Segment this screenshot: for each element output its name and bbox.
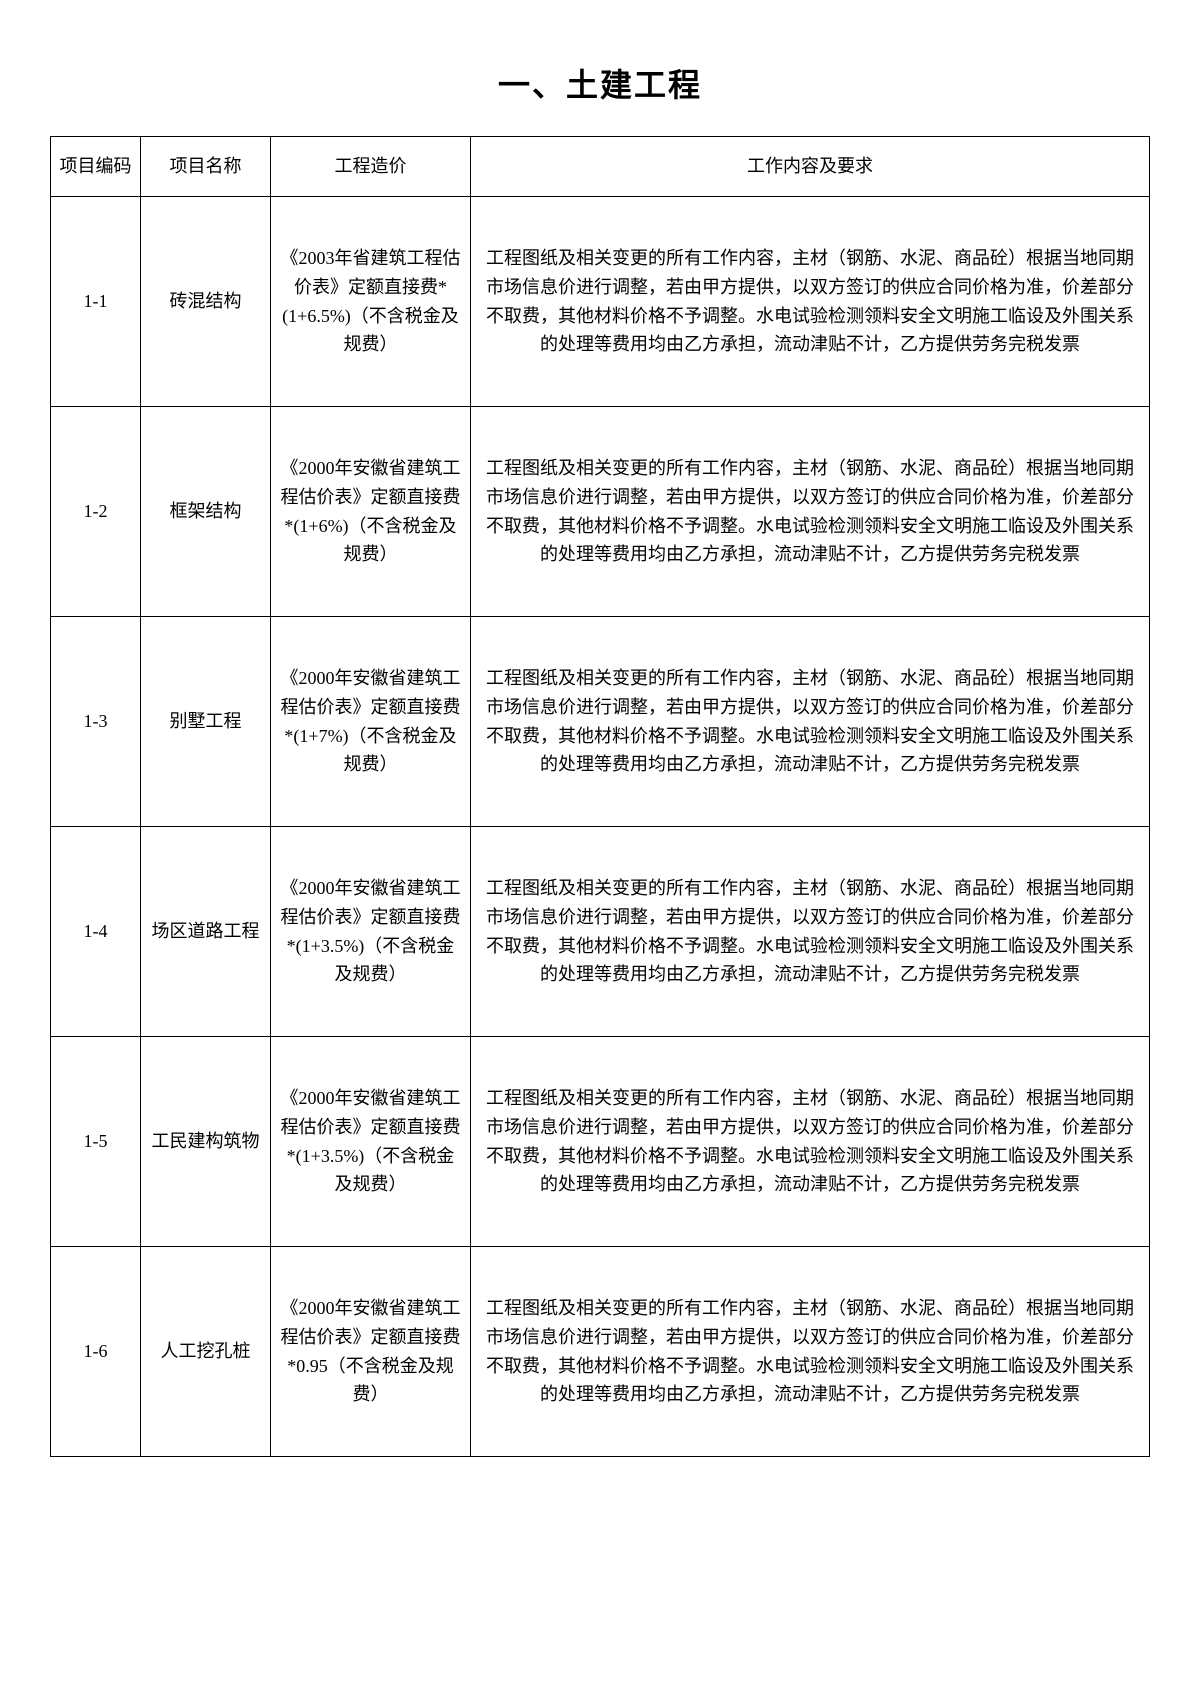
cell-desc: 工程图纸及相关变更的所有工作内容，主材（钢筋、水泥、商品砼）根据当地同期市场信息… (471, 197, 1150, 407)
cell-desc: 工程图纸及相关变更的所有工作内容，主材（钢筋、水泥、商品砼）根据当地同期市场信息… (471, 827, 1150, 1037)
cell-desc: 工程图纸及相关变更的所有工作内容，主材（钢筋、水泥、商品砼）根据当地同期市场信息… (471, 407, 1150, 617)
col-header-desc: 工作内容及要求 (471, 137, 1150, 197)
cell-desc: 工程图纸及相关变更的所有工作内容，主材（钢筋、水泥、商品砼）根据当地同期市场信息… (471, 617, 1150, 827)
cell-desc: 工程图纸及相关变更的所有工作内容，主材（钢筋、水泥、商品砼）根据当地同期市场信息… (471, 1037, 1150, 1247)
col-header-name: 项目名称 (141, 137, 271, 197)
table-row: 1-2 框架结构 《2000年安徽省建筑工程估价表》定额直接费*(1+6%)（不… (51, 407, 1150, 617)
cell-code: 1-5 (51, 1037, 141, 1247)
cell-code: 1-1 (51, 197, 141, 407)
cell-name: 框架结构 (141, 407, 271, 617)
cell-name: 工民建构筑物 (141, 1037, 271, 1247)
table-row: 1-3 别墅工程 《2000年安徽省建筑工程估价表》定额直接费*(1+7%)（不… (51, 617, 1150, 827)
table-row: 1-6 人工挖孔桩 《2000年安徽省建筑工程估价表》定额直接费*0.95（不含… (51, 1247, 1150, 1457)
cell-cost: 《2000年安徽省建筑工程估价表》定额直接费*(1+3.5%)（不含税金及规费） (271, 1037, 471, 1247)
cell-cost: 《2000年安徽省建筑工程估价表》定额直接费*(1+3.5%)（不含税金及规费） (271, 827, 471, 1037)
col-header-cost: 工程造价 (271, 137, 471, 197)
table-header-row: 项目编码 项目名称 工程造价 工作内容及要求 (51, 137, 1150, 197)
table-row: 1-5 工民建构筑物 《2000年安徽省建筑工程估价表》定额直接费*(1+3.5… (51, 1037, 1150, 1247)
cell-cost: 《2000年安徽省建筑工程估价表》定额直接费*(1+7%)（不含税金及规费） (271, 617, 471, 827)
cell-cost: 《2000年安徽省建筑工程估价表》定额直接费*0.95（不含税金及规费） (271, 1247, 471, 1457)
cell-name: 场区道路工程 (141, 827, 271, 1037)
cell-code: 1-4 (51, 827, 141, 1037)
cell-cost: 《2003年省建筑工程估价表》定额直接费*(1+6.5%)（不含税金及规费） (271, 197, 471, 407)
cell-code: 1-2 (51, 407, 141, 617)
cell-name: 别墅工程 (141, 617, 271, 827)
cell-name: 砖混结构 (141, 197, 271, 407)
cell-name: 人工挖孔桩 (141, 1247, 271, 1457)
table-row: 1-4 场区道路工程 《2000年安徽省建筑工程估价表》定额直接费*(1+3.5… (51, 827, 1150, 1037)
cell-code: 1-3 (51, 617, 141, 827)
main-table: 项目编码 项目名称 工程造价 工作内容及要求 1-1 砖混结构 《2003年省建… (50, 136, 1150, 1457)
cell-cost: 《2000年安徽省建筑工程估价表》定额直接费*(1+6%)（不含税金及规费） (271, 407, 471, 617)
page-title: 一、土建工程 (50, 60, 1150, 106)
col-header-code: 项目编码 (51, 137, 141, 197)
cell-code: 1-6 (51, 1247, 141, 1457)
table-row: 1-1 砖混结构 《2003年省建筑工程估价表》定额直接费*(1+6.5%)（不… (51, 197, 1150, 407)
cell-desc: 工程图纸及相关变更的所有工作内容，主材（钢筋、水泥、商品砼）根据当地同期市场信息… (471, 1247, 1150, 1457)
